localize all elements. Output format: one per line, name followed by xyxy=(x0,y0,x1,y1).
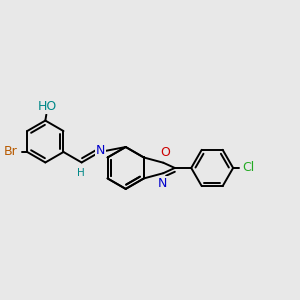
Text: H: H xyxy=(77,168,85,178)
Text: N: N xyxy=(96,145,105,158)
Text: N: N xyxy=(158,177,167,190)
Text: HO: HO xyxy=(38,100,58,113)
Text: Br: Br xyxy=(4,146,18,158)
Text: Cl: Cl xyxy=(242,161,254,175)
Text: O: O xyxy=(160,146,170,159)
